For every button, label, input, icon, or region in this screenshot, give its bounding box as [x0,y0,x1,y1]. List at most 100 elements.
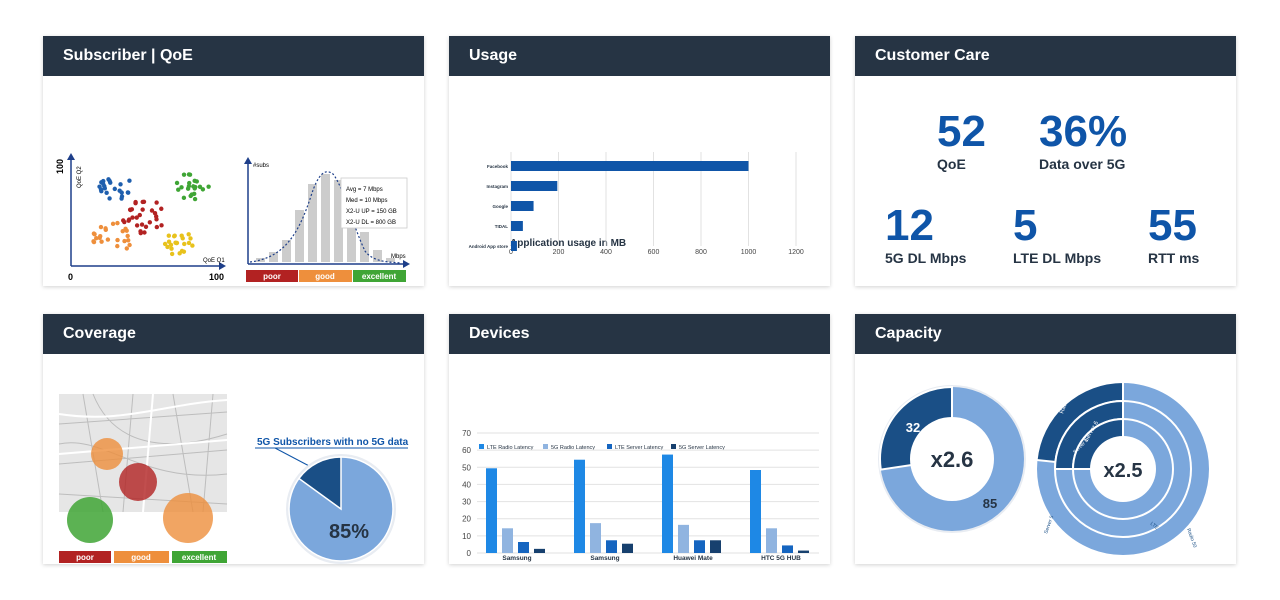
scatter-point [118,182,123,187]
devices-bar [798,550,809,553]
scatter-point [98,224,104,230]
scatter-point [110,221,116,227]
scatter-x-right: 100 [209,272,224,282]
pie-slice-minor [297,456,342,511]
devices-legend-swatch [479,444,484,449]
scatter-x-arrow [219,262,226,270]
usage-bar [511,221,523,231]
hist-bar [282,240,291,262]
scatter-point [186,240,192,246]
devices-bar [766,528,777,553]
coverage-circle-good [163,493,213,543]
usage-category-label: Instagram [486,184,508,189]
scatter-point [186,232,191,237]
kpi-value: 55 [1148,201,1197,250]
scatter-point [166,239,172,244]
hist-y-label: #subs [253,163,269,169]
scatter-point [185,186,191,191]
hist-x-label: Mbps [391,254,406,260]
devices-card: Devices LTE Radio Latency 5G Radio Latenc… [449,314,830,564]
pie-title: 5G Subscribers with no 5G data [257,437,409,448]
hist-y-arrow [244,157,252,164]
customer-care-card: Customer Care 52 QoE 36% Data over 5G 12… [855,36,1236,286]
scatter-point [125,233,130,239]
devices-bar [694,540,705,553]
scatter-point [206,184,211,189]
devices-legend-swatch [671,444,676,449]
pie-callout-line [274,447,314,469]
scatter-point [127,207,133,212]
coverage-circle-excellent [67,497,113,543]
scatter-point [97,235,102,241]
scatter-point [119,190,124,195]
scatter-point [138,230,143,236]
coverage-circle-good [91,438,123,470]
scatter-point [174,180,180,186]
pie-label: 85% [329,521,369,543]
coverage-visual: poor good excellent 5G Subscribers with … [58,393,409,564]
devices-bar [574,459,585,553]
scatter-point [91,239,96,244]
donut-2-label-a: Radio 40 [1098,355,1116,379]
donut-1-hole [910,417,994,501]
donut-2-label-f: Radio 50 [1185,528,1198,549]
devices-bar [590,523,601,553]
usage-category-label: Android App store [469,244,509,249]
legend-poor-swatch [246,270,298,282]
hist-bar [347,202,356,262]
devices-category-label: Samsung [590,555,619,562]
scatter-point [168,242,174,248]
kpi-value: 36% [1039,107,1128,156]
scatter-point [126,217,132,222]
scatter-point [105,237,111,242]
hist-bar [360,232,369,262]
scatter-point [169,251,175,257]
devices-bar [678,524,689,553]
scatter-point [179,185,184,190]
scatter-point [99,239,104,244]
legend-excellent: excellent [362,272,397,281]
scatter-point [180,236,185,241]
scatter-point [191,184,196,189]
hist-bar [386,258,395,262]
devices-y-tick: 30 [462,498,471,507]
usage-chart-title: Application usage in MB [510,238,626,249]
legend-good: good [315,272,335,281]
scatter-point [139,222,145,227]
legend-excellent-swatch [353,270,406,282]
card-title: Coverage [43,314,424,354]
usage-x-tick: 1000 [741,249,757,256]
devices-bar [606,540,617,553]
usage-x-tick: 600 [648,249,660,256]
capacity-card: Capacity x2.6 32 85 x2.5 Radio 40 Radio … [855,314,1236,564]
capacity-visual: x2.6 32 85 x2.5 Radio 40 Radio 10 Server… [878,355,1211,557]
devices-y-tick: 50 [462,463,471,472]
kpi-value: 12 [885,201,934,250]
scatter-point [154,200,159,205]
scatter-point [166,233,172,238]
devices-legend-label: LTE Radio Latency [487,445,534,451]
scatter-point [154,224,160,230]
scatter-point [181,195,187,201]
usage-chart: Application usage in MB 0 200 400 600 800 100… [469,152,804,256]
scatter-point [187,172,193,177]
scatter-point [153,214,159,219]
devices-bar [622,543,633,553]
legend-excellent: excellent [182,553,217,562]
coverage-card: Coverage poor good excellent [43,314,424,564]
scatter-point [94,235,99,241]
scatter-point [107,196,112,201]
scatter-y-top: 100 [55,159,65,174]
scatter-point [106,177,111,182]
scatter-point [115,243,120,249]
devices-legend-label: 5G Radio Latency [551,445,595,451]
hist-bar [308,184,317,262]
scatter-point [149,208,155,213]
kpi-value: 52 [937,107,986,156]
scatter-x-left: 0 [68,272,73,282]
usage-category-label: TIDAL [495,224,508,229]
kpi-value: 5 [1013,201,1038,250]
scatter-point [182,241,187,247]
scatter-x-label: QoE Q1 [203,258,225,264]
usage-x-tick: 200 [553,249,565,256]
